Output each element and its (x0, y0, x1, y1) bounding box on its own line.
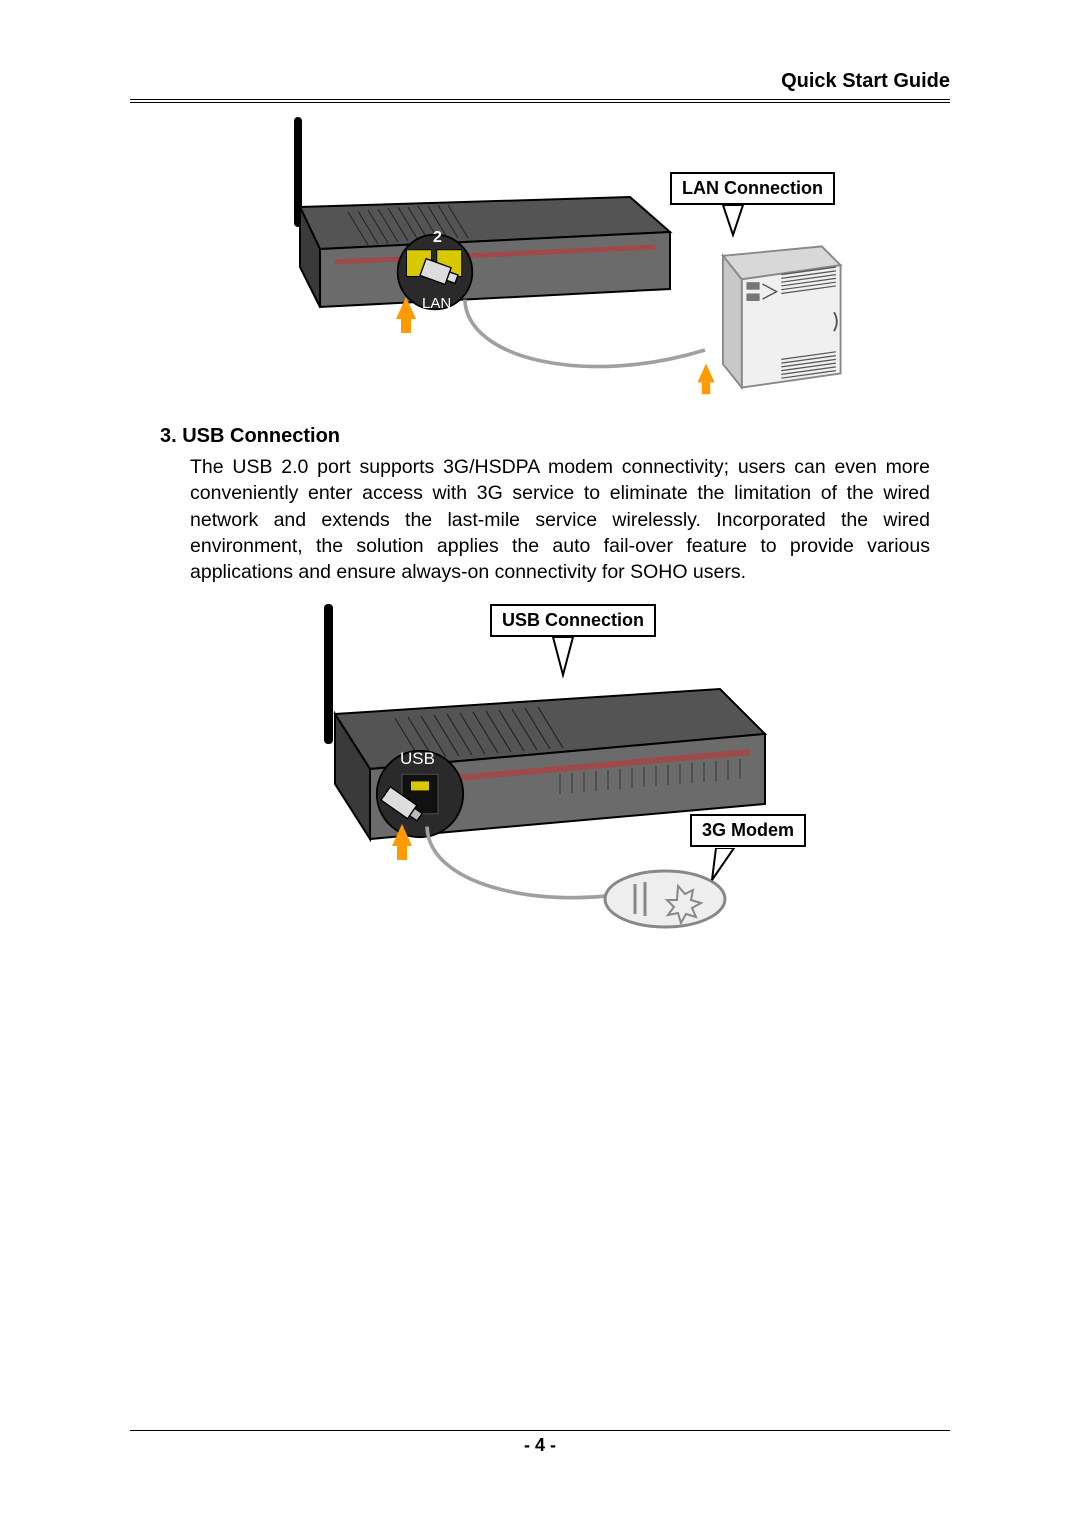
section-3-body: The USB 2.0 port supports 3G/HSDPA modem… (190, 454, 930, 586)
usb-callout-label: USB Connection (490, 604, 656, 637)
lan-port-number: 2 (433, 229, 442, 247)
figure-lan-connection: 2 LAN (230, 117, 850, 407)
usb-port-label: USB (400, 749, 435, 769)
header-rule (130, 99, 950, 103)
lan-arrow-icon (396, 297, 416, 319)
footer-rule (130, 1430, 950, 1431)
page-header-title: Quick Start Guide (130, 70, 950, 99)
modem-callout-pointer-icon (708, 848, 738, 886)
lan-callout-pointer-icon (718, 205, 748, 245)
figure-usb-connection: USB USB Connection 3G Modem (300, 604, 820, 944)
pc-arrow-icon (698, 364, 715, 383)
page-number: - 4 - (130, 1435, 950, 1456)
modem-callout-label: 3G Modem (690, 814, 806, 847)
lan-callout-label: LAN Connection (670, 172, 835, 205)
usb-arrow-icon (392, 824, 412, 846)
lan-port-label: LAN (422, 295, 451, 312)
usb-callout-pointer-icon (548, 637, 578, 682)
section-3-heading: 3. USB Connection (160, 425, 950, 448)
